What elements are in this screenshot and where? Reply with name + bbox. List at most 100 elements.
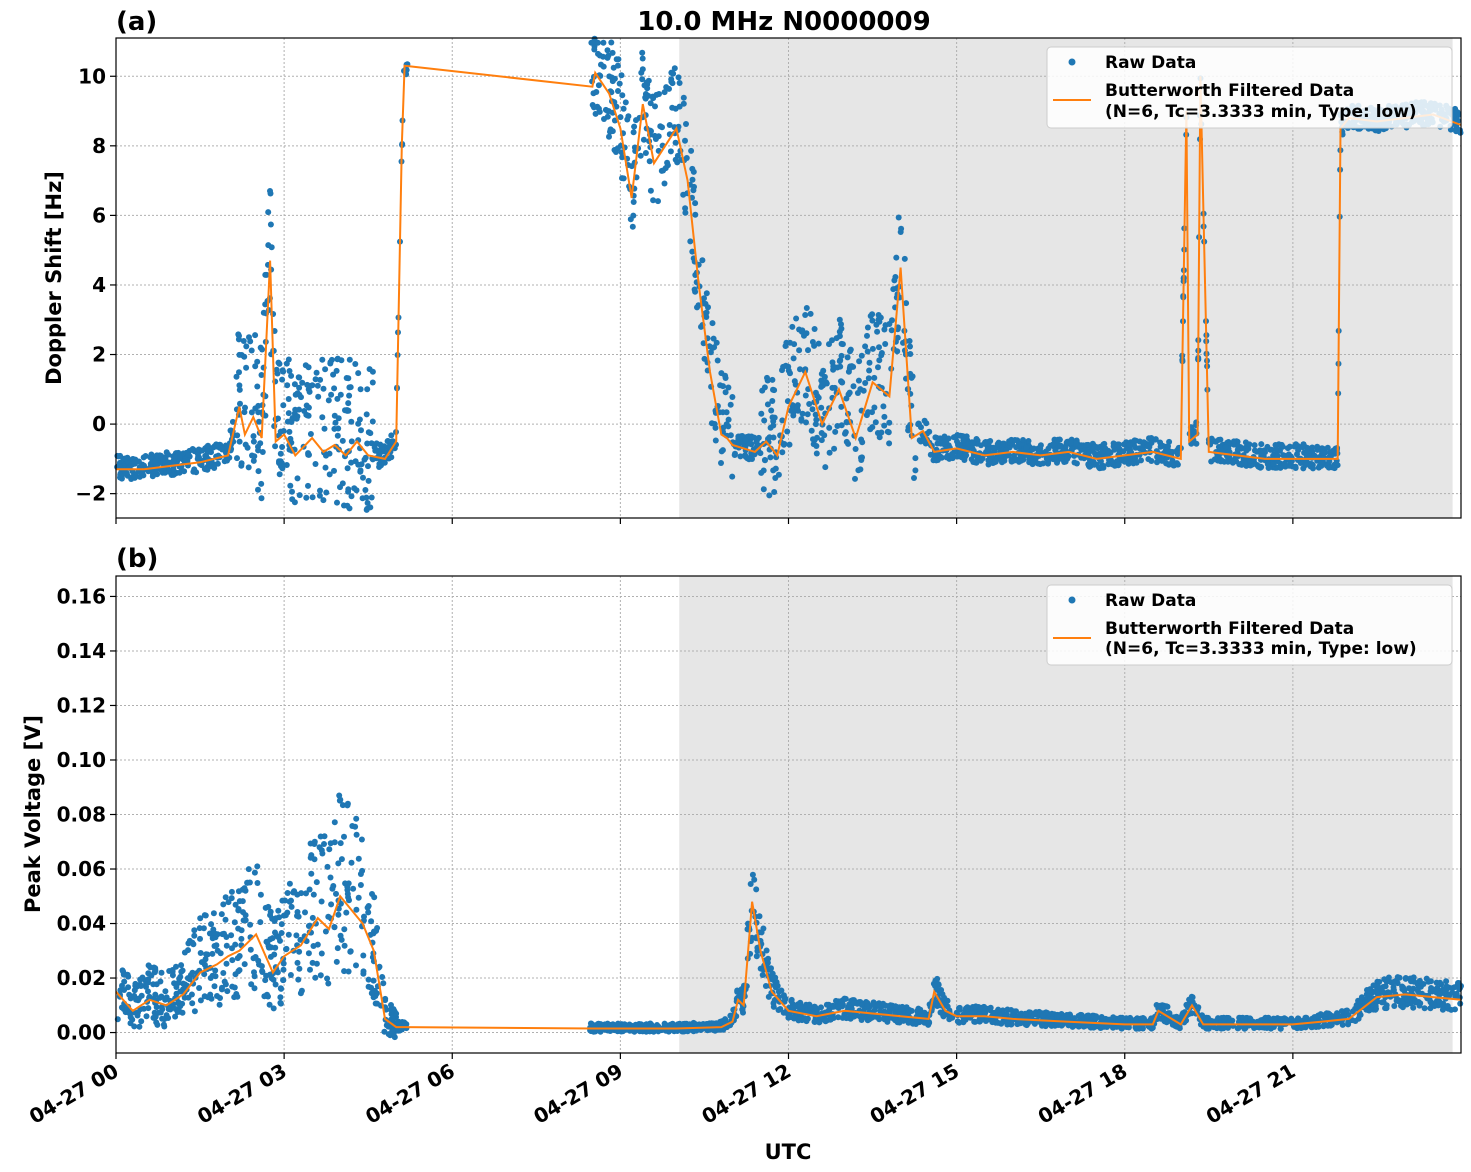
raw-data-point (627, 216, 634, 223)
raw-data-point (639, 55, 646, 62)
raw-data-point (1148, 458, 1155, 464)
raw-data-point (1040, 1012, 1047, 1019)
raw-data-point (960, 1016, 967, 1023)
raw-data-point (232, 941, 239, 948)
raw-data-point (864, 332, 870, 339)
raw-data-point (788, 998, 795, 1005)
raw-data-point (1311, 452, 1318, 459)
raw-data-point (687, 238, 694, 245)
raw-data-point (248, 409, 255, 416)
raw-data-point (250, 457, 257, 464)
raw-data-point (846, 1011, 853, 1017)
panel-b-x-axis: 04-27 00 04-27 03 04-27 06 04-27 09 04-27 12… (25, 1053, 1299, 1129)
raw-data-point (652, 103, 658, 110)
raw-data-point (250, 433, 257, 440)
raw-data-point (714, 357, 721, 364)
raw-data-point (1277, 464, 1284, 471)
raw-data-point (712, 424, 719, 431)
raw-data-point (272, 443, 279, 450)
raw-data-point (713, 339, 720, 346)
raw-data-point (1056, 1021, 1063, 1027)
raw-data-point (871, 374, 878, 381)
raw-data-point (1379, 999, 1385, 1006)
raw-data-point (339, 802, 346, 809)
raw-data-point (342, 407, 348, 414)
raw-data-point (337, 840, 344, 847)
raw-data-point (296, 948, 303, 955)
raw-data-point (202, 466, 209, 473)
raw-data-point (121, 987, 128, 993)
raw-data-point (858, 352, 865, 359)
raw-data-point (813, 416, 820, 423)
raw-data-point (191, 1008, 198, 1015)
raw-data-point (881, 413, 888, 420)
raw-data-point (740, 1009, 746, 1016)
raw-data-point (709, 320, 716, 327)
raw-data-point (1299, 444, 1306, 451)
raw-data-point (202, 912, 209, 919)
raw-data-point (710, 1027, 717, 1034)
x-tick-label: 04-27 09 (529, 1059, 627, 1129)
raw-data-point (1410, 1004, 1417, 1011)
raw-data-point (822, 1018, 829, 1025)
raw-data-point (669, 104, 676, 111)
raw-data-point (613, 103, 620, 110)
raw-data-point (238, 927, 245, 934)
x-tick-label: 04-27 15 (866, 1059, 964, 1129)
raw-data-point (296, 384, 303, 391)
raw-data-point (933, 986, 940, 993)
raw-data-point (719, 447, 726, 454)
raw-data-point (158, 969, 165, 976)
raw-data-point (1257, 463, 1264, 470)
raw-data-point (240, 338, 247, 344)
raw-data-point (914, 1007, 921, 1014)
raw-data-point (283, 946, 289, 953)
raw-data-point (294, 390, 301, 397)
raw-data-point (688, 147, 695, 154)
raw-data-point (969, 440, 976, 447)
raw-data-point (279, 897, 286, 904)
raw-data-point (331, 385, 338, 392)
raw-data-point (348, 418, 355, 425)
raw-data-point (119, 967, 126, 974)
raw-data-point (339, 480, 346, 487)
y-tick-label: 0.14 (57, 639, 106, 663)
raw-data-point (265, 209, 272, 216)
raw-data-point (288, 372, 295, 379)
raw-data-point (864, 348, 871, 355)
raw-data-point (605, 52, 612, 59)
legend-box (1046, 584, 1453, 666)
panel-b-filtered-line (115, 894, 1462, 1030)
raw-data-point (865, 375, 872, 382)
raw-data-point (672, 139, 679, 146)
raw-data-point (598, 61, 604, 68)
raw-data-point (1230, 438, 1237, 445)
raw-data-point (364, 500, 371, 506)
raw-data-point (862, 343, 869, 350)
raw-data-point (335, 911, 342, 918)
raw-data-point (769, 398, 776, 404)
raw-data-point (289, 488, 295, 495)
raw-data-point (223, 934, 230, 940)
raw-data-point (309, 494, 316, 501)
raw-data-point (826, 449, 833, 456)
raw-data-point (312, 376, 319, 383)
raw-data-point (1393, 997, 1400, 1004)
raw-data-point (886, 419, 893, 426)
raw-data-point (185, 451, 192, 458)
raw-data-point (847, 363, 854, 370)
raw-data-point (365, 983, 372, 990)
raw-data-point (251, 453, 258, 460)
raw-data-point (710, 335, 717, 342)
raw-data-point (117, 471, 124, 478)
raw-data-point (905, 427, 912, 434)
raw-data-point (971, 1018, 978, 1025)
raw-data-point (769, 376, 776, 383)
raw-data-point (150, 1014, 157, 1021)
raw-data-point (1453, 128, 1460, 135)
raw-data-point (606, 133, 612, 140)
raw-data-point (223, 942, 230, 949)
raw-data-point (332, 419, 339, 426)
raw-data-point (1366, 1007, 1373, 1014)
raw-data-point (832, 428, 839, 435)
